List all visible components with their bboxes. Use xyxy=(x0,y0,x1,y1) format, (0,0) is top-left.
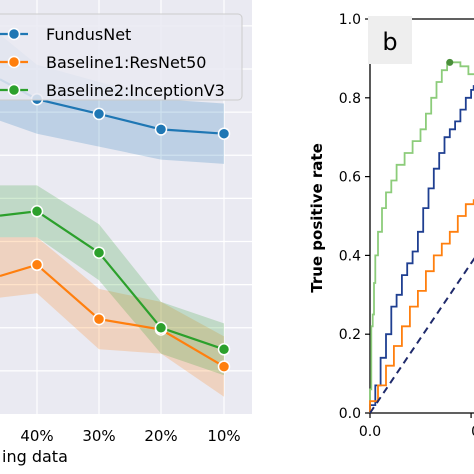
panel-a-x-axis-label: ing data xyxy=(2,447,68,466)
legend-marker xyxy=(7,27,21,41)
confidence-band xyxy=(0,237,224,397)
data-point xyxy=(217,127,231,140)
legend-label: FundusNet xyxy=(46,25,131,44)
y-tick-label: 0.6 xyxy=(339,170,361,186)
x-tick-label: 0 xyxy=(471,424,474,440)
x-tick-label: 30% xyxy=(82,427,115,445)
panel-a-legend: FundusNet Baseline1:ResNet50 Baseline2:Inc… xyxy=(0,13,243,101)
data-point xyxy=(30,258,44,272)
panel-b-label-text: b xyxy=(382,28,397,56)
confidence-band xyxy=(0,185,224,376)
x-tick-label: 20% xyxy=(144,427,177,445)
y-tick-label: 0.2 xyxy=(339,327,361,343)
roc-curve xyxy=(369,199,474,413)
y-tick-label: 0.4 xyxy=(339,248,361,264)
y-tick-label: 0.8 xyxy=(339,91,361,107)
legend-label: Baseline2:InceptionV3 xyxy=(46,81,225,100)
x-tick-label: 40% xyxy=(20,427,53,445)
legend-marker xyxy=(7,55,21,69)
legend-label: Baseline1:ResNet50 xyxy=(46,53,206,72)
panel-b-plot-area xyxy=(369,18,474,414)
legend-marker xyxy=(7,83,21,97)
legend-box xyxy=(0,13,243,101)
panel-b-label-box xyxy=(368,16,412,64)
data-point xyxy=(92,312,106,326)
chance-line xyxy=(369,257,474,414)
panel-b-y-axis-label: True positive rate xyxy=(308,143,326,293)
panel-b-chart: True positive rate 0.0 0.2 0.4 0.6 0.8 1.0 0.… xyxy=(308,12,474,440)
panel-a-x-tick-labels: 40% 30% 20% 10% xyxy=(20,427,240,445)
data-point xyxy=(217,360,231,373)
panel-b-x-ticks: 0.00 xyxy=(359,413,474,440)
panel-b-label: b xyxy=(368,16,412,64)
roc-curve xyxy=(369,61,474,413)
data-point xyxy=(92,246,106,259)
data-point xyxy=(154,123,168,136)
roc-curve xyxy=(369,85,474,413)
data-point xyxy=(30,205,44,218)
x-tick-label: 0.0 xyxy=(359,424,381,440)
data-point xyxy=(92,107,106,121)
x-tick-label: 10% xyxy=(207,427,240,445)
data-point xyxy=(154,321,168,335)
panel-a-chart: 40% 30% 20% 10% ing data FundusNet Baseline1… xyxy=(0,0,252,466)
operating-point-marker xyxy=(446,58,454,66)
data-point xyxy=(217,343,231,356)
y-tick-label: 1.0 xyxy=(339,12,361,28)
panel-b-y-ticks: 0.0 0.2 0.4 0.6 0.8 1.0 xyxy=(339,12,370,422)
y-tick-label: 0.0 xyxy=(339,406,361,422)
